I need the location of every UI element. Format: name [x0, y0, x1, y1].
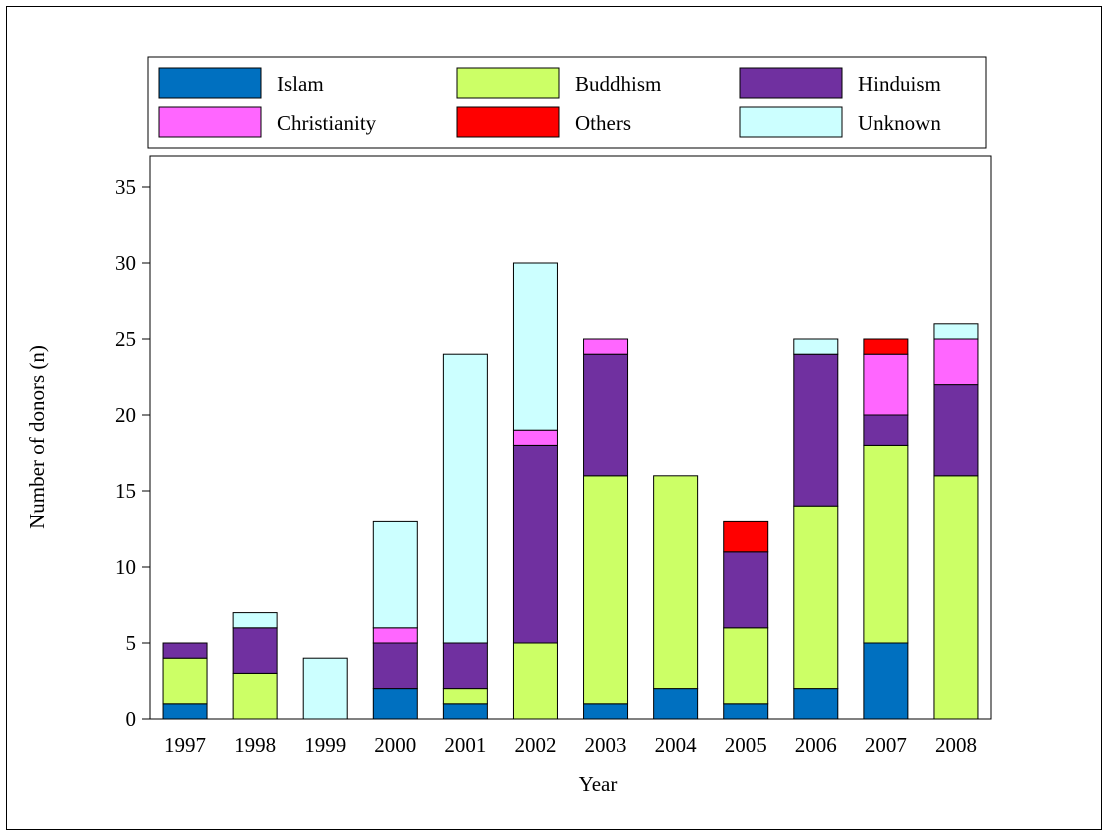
bars-group — [162, 262, 979, 720]
bar-segment-buddhism-1997 — [162, 657, 208, 705]
bar-segment-hinduism-2006 — [793, 353, 839, 507]
legend-swatch-islam — [158, 67, 262, 99]
bar-segment-christianity-2000 — [372, 627, 418, 644]
y-tick-label: 20 — [115, 403, 136, 427]
bar-segment-unknown-2006 — [793, 338, 839, 355]
bar-segment-others-2007 — [863, 338, 909, 355]
bar-segment-hinduism-2008 — [933, 384, 979, 477]
x-tick-label: 2008 — [935, 733, 977, 757]
bar-segment-others-2005 — [723, 520, 769, 553]
bar-segment-buddhism-2003 — [583, 475, 629, 705]
bar-segment-islam-2003 — [583, 703, 629, 720]
legend-box — [147, 56, 987, 149]
y-tick-label: 25 — [115, 327, 136, 351]
bar-segment-islam-2000 — [372, 688, 418, 720]
bar-segment-unknown-2008 — [933, 323, 979, 340]
bar-segment-unknown-1998 — [232, 612, 278, 629]
y-tick-label: 5 — [126, 631, 137, 655]
legend-label-hinduism: Hinduism — [858, 72, 941, 96]
legend-swatch-others — [456, 106, 560, 138]
bar-segment-islam-2005 — [723, 703, 769, 720]
bar-segment-hinduism-2000 — [372, 642, 418, 690]
x-tick-label: 1999 — [304, 733, 346, 757]
bar-segment-buddhism-2004 — [653, 475, 699, 690]
bar-segment-hinduism-2003 — [583, 353, 629, 477]
bar-segment-islam-2007 — [863, 642, 909, 720]
bar-segment-hinduism-2007 — [863, 414, 909, 446]
x-tick-label: 2001 — [444, 733, 486, 757]
bar-segment-christianity-2002 — [512, 429, 558, 446]
legend-label-buddhism: Buddhism — [575, 72, 661, 96]
x-tick-label: 2007 — [865, 733, 907, 757]
bar-segment-buddhism-2005 — [723, 627, 769, 705]
bar-segment-buddhism-2008 — [933, 475, 979, 720]
y-tick-label: 15 — [115, 479, 136, 503]
y-tick-label: 0 — [126, 707, 137, 731]
x-tick-label: 2003 — [585, 733, 627, 757]
plot-area — [149, 155, 992, 720]
x-tick-label: 2004 — [655, 733, 698, 757]
legend: Islam Buddhism Hinduism Christianity Others U… — [147, 56, 987, 149]
x-tick-label: 1997 — [164, 733, 206, 757]
bar-segment-islam-2006 — [793, 688, 839, 720]
x-tick-label: 2002 — [514, 733, 556, 757]
bar-segment-buddhism-2001 — [442, 688, 488, 705]
legend-label-unknown: Unknown — [858, 111, 941, 135]
y-tick-label: 30 — [115, 251, 136, 275]
bar-segment-islam-2004 — [653, 688, 699, 720]
x-tick-label: 2005 — [725, 733, 767, 757]
y-axis-label: Number of donors (n) — [25, 345, 49, 529]
y-tick-label: 35 — [115, 175, 136, 199]
x-tick-label: 2006 — [795, 733, 837, 757]
legend-swatch-buddhism — [456, 67, 560, 99]
bar-segment-hinduism-1998 — [232, 627, 278, 674]
bar-segment-unknown-1999 — [302, 657, 348, 720]
bar-segment-islam-2001 — [442, 703, 488, 720]
legend-label-islam: Islam — [277, 72, 324, 96]
bar-segment-hinduism-2002 — [512, 444, 558, 644]
x-axis-label: Year — [579, 772, 618, 796]
bar-segment-hinduism-2005 — [723, 551, 769, 629]
bar-segment-christianity-2003 — [583, 338, 629, 355]
x-axis: 1997 1998 1999 2000 2001 2002 2003 2004 2005 2006… — [164, 733, 977, 757]
bar-segment-unknown-2002 — [512, 262, 558, 431]
bar-segment-buddhism-1998 — [232, 672, 278, 720]
bar-segment-christianity-2008 — [933, 338, 979, 386]
y-axis: 0 5 10 15 20 25 30 35 — [115, 175, 150, 731]
legend-label-others: Others — [575, 111, 631, 135]
y-tick-label: 10 — [115, 555, 136, 579]
bar-segment-unknown-2001 — [442, 353, 488, 644]
x-tick-label: 1998 — [234, 733, 276, 757]
bar-segment-buddhism-2007 — [863, 444, 909, 644]
bar-segment-buddhism-2002 — [512, 642, 558, 720]
x-tick-label: 2000 — [374, 733, 416, 757]
bar-segment-christianity-2007 — [863, 353, 909, 416]
bar-segment-unknown-2000 — [372, 520, 418, 629]
legend-swatch-christianity — [158, 106, 262, 138]
bar-segment-hinduism-1997 — [162, 642, 208, 659]
bar-segment-buddhism-2006 — [793, 505, 839, 690]
bar-segment-islam-1997 — [162, 703, 208, 720]
legend-swatch-hinduism — [739, 67, 843, 99]
bar-segment-hinduism-2001 — [442, 642, 488, 690]
legend-label-christianity: Christianity — [277, 111, 377, 135]
legend-swatch-unknown — [739, 106, 843, 138]
